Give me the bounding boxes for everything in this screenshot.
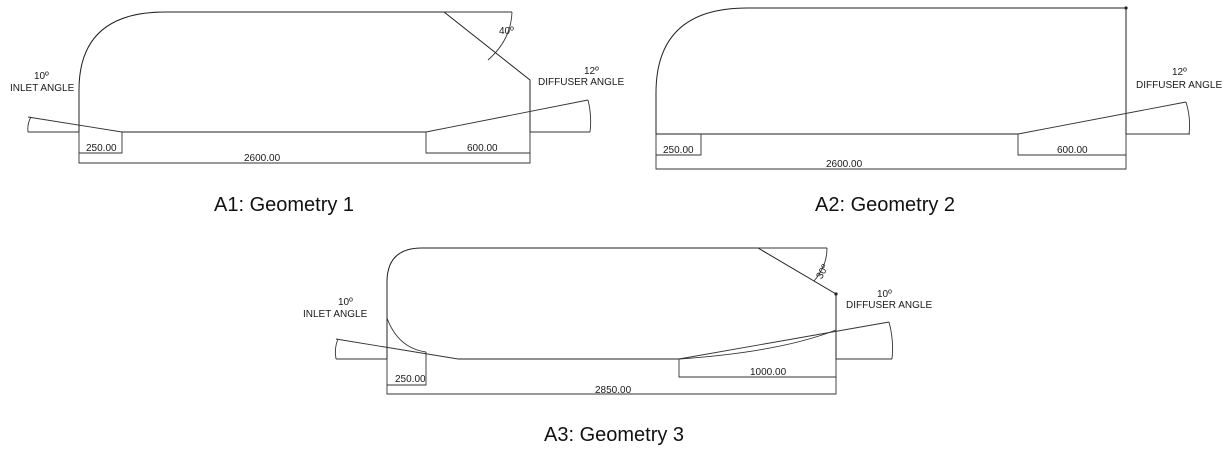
geometry-1-diffuser-line [425,99,589,133]
geometry-3-diffuser-arc [888,321,894,360]
geometry-2-dim-total: 2600.00 [826,159,863,170]
geometry-1-inlet-line [27,116,123,133]
geometry-1-dim-inlet: 250.00 [86,143,117,154]
geometry-3-corner-point [834,292,838,296]
geometry-1-diffuser-arc [587,99,592,133]
geometry-2-dim-diffuser-box [1017,134,1127,156]
geometry-3-inlet-angle-label: INLET ANGLE [303,309,368,320]
geometry-3-dim-inlet-box [386,352,427,386]
geometry-1-inlet-arc [27,116,32,133]
geometry-2: 12º DIFFUSER ANGLE 250.00 600.00 2600.00… [655,6,1222,216]
geometry-3-inlet-angle-value: 10º [338,297,353,308]
geometry-3-diffuser-angle-label: DIFFUSER ANGLE [846,300,932,311]
geometry-1-inlet-angle-label: INLET ANGLE [10,83,75,94]
geometry-2-dim-inlet: 250.00 [663,145,694,156]
geometry-1-dim-total: 2600.00 [244,153,281,164]
geometry-3-top-angle: 30º [815,263,832,282]
geometry-2-diffuser-line [1017,101,1187,135]
geometry-3-inlet-arc [334,338,339,360]
geometry-3-diffuser-line [678,321,890,360]
geometry-2-dim-diffuser: 600.00 [1057,145,1088,156]
geometry-3-top-angle-arc [813,247,828,282]
geometry-3-dim-inlet: 250.00 [395,374,426,385]
geometry-3-dim-total-line [386,377,837,395]
geometry-2-body-outline [655,7,1127,134]
geometry-2-dim-total-line [655,155,1127,170]
geometry-3-diffuser-curve [678,329,837,360]
geometry-2-corner-point [1124,6,1128,10]
geometry-1-dim-inlet-box [78,132,123,154]
geometry-2-diffuser-angle-label: DIFFUSER ANGLE [1136,80,1222,91]
geometry-3-nose-curve [386,317,427,353]
geometry-1-diffuser-angle-label: DIFFUSER ANGLE [538,77,624,88]
geometry-3-dim-diffuser: 1000.00 [750,367,787,378]
geometry-1-dim-diffuser-box [425,132,531,154]
geometry-2-diffuser-arc [1185,101,1191,135]
geometry-1-inlet-angle-value: 10º [34,71,49,82]
geometry-1-dim-diffuser: 600.00 [467,143,498,154]
geometry-1-top-angle-arc [487,11,513,61]
geometry-1-dim-total-line [78,153,531,164]
geometry-1-top-angle: 40º [499,26,514,37]
geometry-1-caption: A1: Geometry 1 [214,194,354,216]
geometry-3: 30º 10º INLET ANGLE 10º DIFFUSER ANGLE 2… [303,247,932,446]
geometry-2-diffuser-angle-value: 12º [1172,67,1187,78]
geometry-3-dim-total: 2850.00 [595,385,632,396]
geometry-1-body-outline [78,11,531,132]
geometry-3-body-outline [386,247,837,359]
geometry-1: 40º 10º INLET ANGLE 12º DIFFUSER ANGLE 2… [10,11,624,216]
geometry-3-caption: A3: Geometry 3 [544,424,684,446]
geometry-3-inlet-line [335,338,459,360]
geometry-2-dim-inlet-box [655,134,702,156]
geometry-1-diffuser-angle-value: 12º [584,66,599,77]
geometry-3-dim-diffuser-box [678,359,837,378]
geometry-3-diffuser-angle-value: 10º [877,289,892,300]
geometry-2-caption: A2: Geometry 2 [815,194,955,216]
